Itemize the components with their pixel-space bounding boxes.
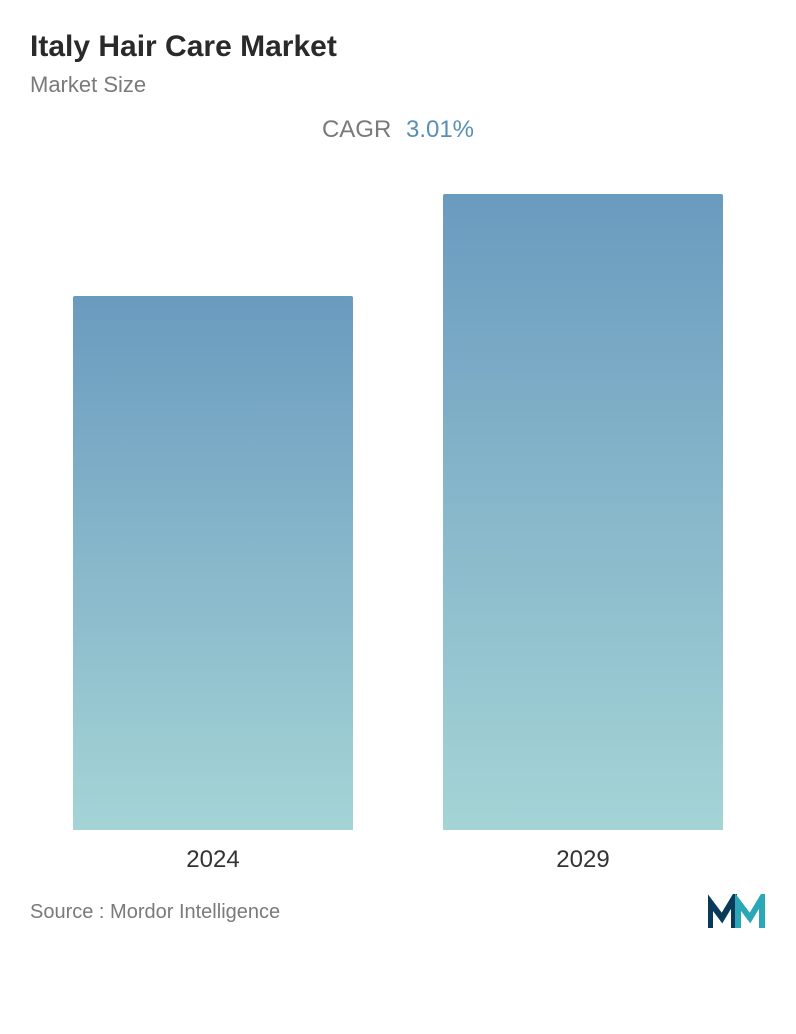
chart-footer: Source : Mordor Intelligence <box>30 874 766 930</box>
bar-group-2029: 2029 <box>443 194 723 874</box>
bar-group-2024: 2024 <box>73 194 353 874</box>
source-attribution: Source : Mordor Intelligence <box>30 901 280 924</box>
cagr-value: 3.01% <box>406 116 474 143</box>
bar-2029 <box>443 194 723 830</box>
bar-slot <box>73 194 353 830</box>
chart-subtitle: Market Size <box>30 72 766 98</box>
bar-chart: 2024 2029 <box>30 154 766 874</box>
bar-label: 2029 <box>556 846 609 874</box>
bar-2024 <box>73 296 353 830</box>
bar-slot <box>443 194 723 830</box>
chart-container: Italy Hair Care Market Market Size CAGR … <box>0 0 796 1034</box>
bar-label: 2024 <box>186 846 239 874</box>
cagr-label: CAGR <box>322 116 391 143</box>
chart-title: Italy Hair Care Market <box>30 30 766 64</box>
cagr-metric: CAGR 3.01% <box>30 116 766 144</box>
mordor-logo-icon <box>708 894 766 930</box>
